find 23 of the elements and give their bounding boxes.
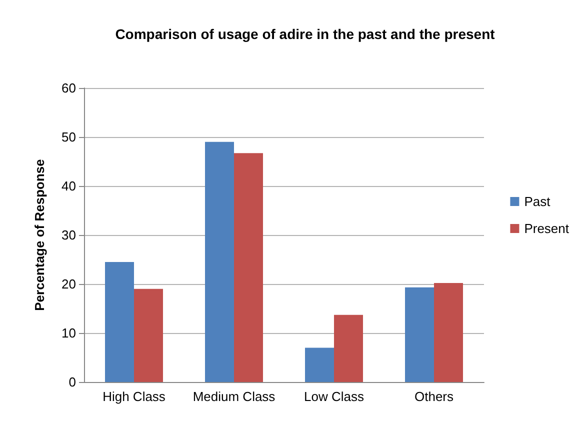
bar: [334, 314, 363, 382]
chart-title: Comparison of usage of adire in the past and the present: [115, 26, 496, 42]
bar: [105, 262, 134, 382]
x-tick-label: Medium Class: [192, 389, 276, 404]
bar: [434, 283, 463, 382]
bar: [205, 142, 234, 382]
bar: [134, 288, 163, 382]
y-tick-label: 0: [68, 374, 76, 390]
legend-label: Present: [524, 221, 570, 236]
y-axis-title: Percentage of Response: [32, 159, 47, 311]
bar: [234, 153, 263, 382]
y-tick-label: 60: [62, 80, 76, 96]
y-tick-label: 30: [62, 228, 76, 242]
legend-label: Past: [524, 194, 551, 209]
bar: [305, 348, 334, 382]
x-tick-label: High Class: [102, 389, 166, 404]
bar: [405, 287, 434, 382]
y-tick-label: 40: [62, 178, 76, 194]
x-tick-label: Low Class: [304, 389, 364, 404]
y-tick-label: 20: [62, 276, 76, 292]
x-tick-label: Others: [414, 389, 454, 404]
y-tick-label: 10: [62, 326, 76, 340]
y-tick-label: 50: [62, 130, 76, 144]
